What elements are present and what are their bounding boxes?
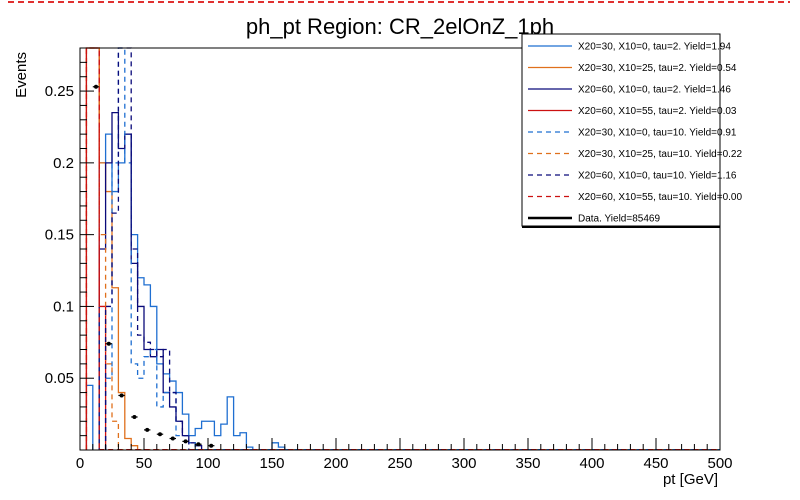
data-point-6 xyxy=(158,432,162,437)
series-7-histogram xyxy=(104,47,190,450)
legend-entry-1: X20=30, X10=0, tau=2. Yield=1.94 xyxy=(578,42,731,53)
legend-entry-5: X20=30, X10=0, tau=10. Yield=0.91 xyxy=(578,128,737,139)
y-axis-label: Events xyxy=(13,52,30,98)
y-axis-ticks: 0.05 0.1 0.15 0.2 0.25 xyxy=(45,47,94,437)
data-point-9 xyxy=(196,442,201,447)
data-point-2 xyxy=(106,341,111,346)
data-points-layer xyxy=(92,84,215,448)
y-tick-label-0.05: 0.05 xyxy=(45,370,74,387)
x-tick-label-450: 450 xyxy=(643,455,668,472)
legend-entry-7: X20=60, X10=0, tau=10. Yield=1.16 xyxy=(578,171,737,182)
legend-entry-6: X20=30, X10=25, tau=10. Yield=0.22 xyxy=(578,149,742,160)
legend-entry-9: Data. Yield=85469 xyxy=(578,214,660,225)
x-axis-label: pt [GeV] xyxy=(663,471,718,488)
x-tick-label-100: 100 xyxy=(195,455,220,472)
legend-box xyxy=(521,33,721,227)
data-point-5 xyxy=(145,427,150,432)
series-5-histogram xyxy=(104,47,196,450)
data-point-8 xyxy=(183,439,188,444)
data-point-7 xyxy=(170,436,175,441)
x-tick-label-350: 350 xyxy=(515,455,540,472)
x-tick-label-400: 400 xyxy=(579,455,604,472)
chart-title: ph_pt Region: CR_2elOnZ_1ph xyxy=(246,14,554,39)
x-tick-label-0: 0 xyxy=(76,455,84,472)
x-tick-label-50: 50 xyxy=(136,455,153,472)
data-point-3 xyxy=(119,393,124,398)
data-point-1 xyxy=(94,84,98,89)
y-tick-label-0.25: 0.25 xyxy=(45,83,74,100)
legend-entry-8: X20=60, X10=55, tau=10. Yield=0.00 xyxy=(578,192,742,203)
y-tick-label-0.15: 0.15 xyxy=(45,227,74,244)
legend-entry-4: X20=60, X10=55, tau=2. Yield=0.03 xyxy=(578,106,737,117)
data-point-4 xyxy=(132,414,137,419)
legend-entry-2: X20=30, X10=25, tau=2. Yield=0.54 xyxy=(578,63,737,74)
data-point-10 xyxy=(209,443,214,448)
x-tick-label-300: 300 xyxy=(451,455,476,472)
x-tick-label-500: 500 xyxy=(707,455,732,472)
x-tick-label-250: 250 xyxy=(387,455,412,472)
legend: X20=30, X10=0, tau=2. Yield=1.94 X20=30, … xyxy=(521,33,742,228)
legend-entry-3: X20=60, X10=0, tau=2. Yield=1.46 xyxy=(578,85,731,96)
x-tick-label-150: 150 xyxy=(259,455,284,472)
x-axis-ticks: 0 50 100 150 200 250 300 350 400 450 500 xyxy=(76,438,733,472)
y-tick-label-0.1: 0.1 xyxy=(53,298,74,315)
legend-shadow xyxy=(522,226,720,228)
x-tick-label-200: 200 xyxy=(323,455,348,472)
y-tick-label-0.2: 0.2 xyxy=(53,155,74,172)
